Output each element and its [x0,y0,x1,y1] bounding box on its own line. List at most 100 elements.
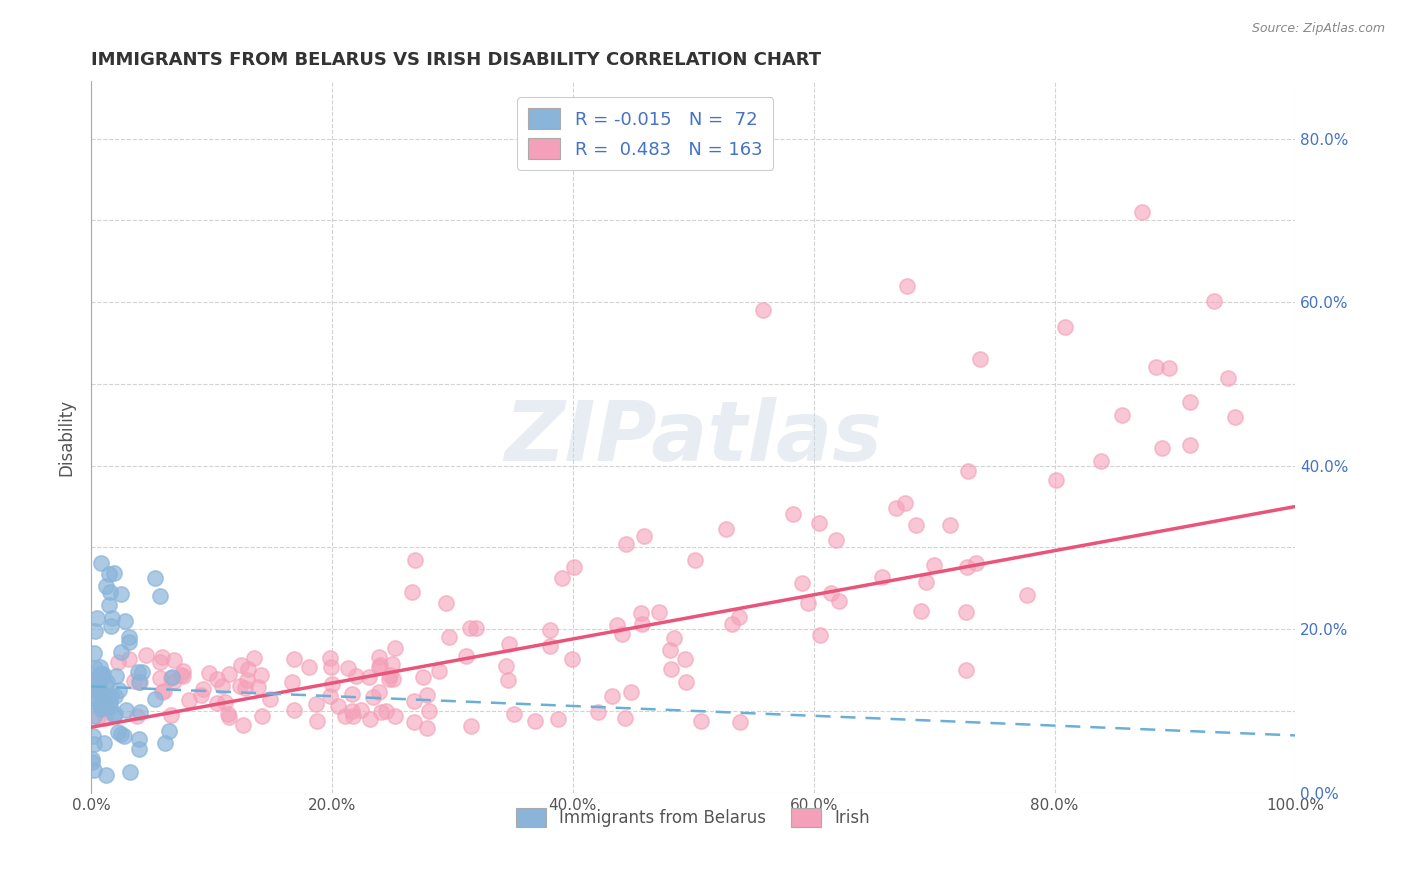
Point [118,652,141,666]
Point [1017,588,1039,602]
Point [98,567,121,582]
Point [283,703,305,717]
Point [129,674,152,689]
Point [368,684,391,698]
Point [238,662,260,676]
Point [790,575,813,590]
Point [956,464,979,478]
Point [128,742,150,756]
Point [108,682,131,697]
Legend: Immigrants from Belarus, Irish: Immigrants from Belarus, Irish [509,802,877,834]
Point [179,693,201,707]
Point [127,708,149,723]
Point [104,669,127,683]
Point [218,666,240,681]
Point [198,665,221,680]
Point [87,710,110,724]
Point [163,673,186,688]
Point [1180,394,1202,409]
Point [965,556,987,570]
Point [124,673,146,688]
Point [728,610,751,624]
Point [662,631,685,645]
Point [250,709,273,723]
Point [128,706,150,720]
Point [98,598,121,612]
Point [454,649,477,664]
Point [361,690,384,704]
Point [89,666,111,681]
Point [84,661,107,675]
Point [104,706,127,721]
Point [214,695,236,709]
Point [104,690,127,704]
Point [80,691,103,706]
Point [98,585,121,599]
Point [370,705,392,719]
Point [249,667,271,681]
Text: Source: ZipAtlas.com: Source: ZipAtlas.com [1251,22,1385,36]
Point [910,604,932,618]
Point [561,652,583,666]
Point [538,624,561,638]
Point [98,699,121,714]
Point [956,559,979,574]
Point [870,570,893,584]
Point [342,709,364,723]
Point [633,529,655,543]
Point [808,628,831,642]
Point [305,697,328,711]
Point [98,695,121,709]
Point [905,517,928,532]
Point [83,693,105,707]
Point [416,688,439,702]
Point [205,672,228,686]
Point [217,706,239,721]
Point [600,689,623,703]
Point [648,605,671,619]
Point [824,533,846,547]
Point [100,689,122,703]
Point [96,690,118,705]
Point [337,661,360,675]
Point [1223,409,1246,424]
Point [465,621,488,635]
Point [321,660,343,674]
Point [83,624,105,639]
Point [503,706,526,721]
Point [619,685,641,699]
Point [412,670,434,684]
Point [107,724,129,739]
Point [1204,293,1226,308]
Point [538,640,561,654]
Point [89,669,111,683]
Point [439,630,461,644]
Point [416,722,439,736]
Point [190,688,212,702]
Point [344,668,367,682]
Point [94,690,117,704]
Point [127,665,149,679]
Y-axis label: Disability: Disability [58,399,75,475]
Point [153,684,176,698]
Point [86,611,108,625]
Point [894,496,917,510]
Point [955,663,977,677]
Point [673,651,696,665]
Point [955,605,977,619]
Point [828,594,851,608]
Point [382,672,405,686]
Point [523,714,546,728]
Point [1218,371,1240,385]
Point [172,669,194,683]
Point [93,677,115,691]
Point [100,619,122,633]
Point [93,711,115,725]
Point [82,680,104,694]
Point [143,691,166,706]
Point [236,673,259,687]
Point [80,672,103,686]
Point [103,566,125,581]
Point [401,585,423,599]
Point [612,627,634,641]
